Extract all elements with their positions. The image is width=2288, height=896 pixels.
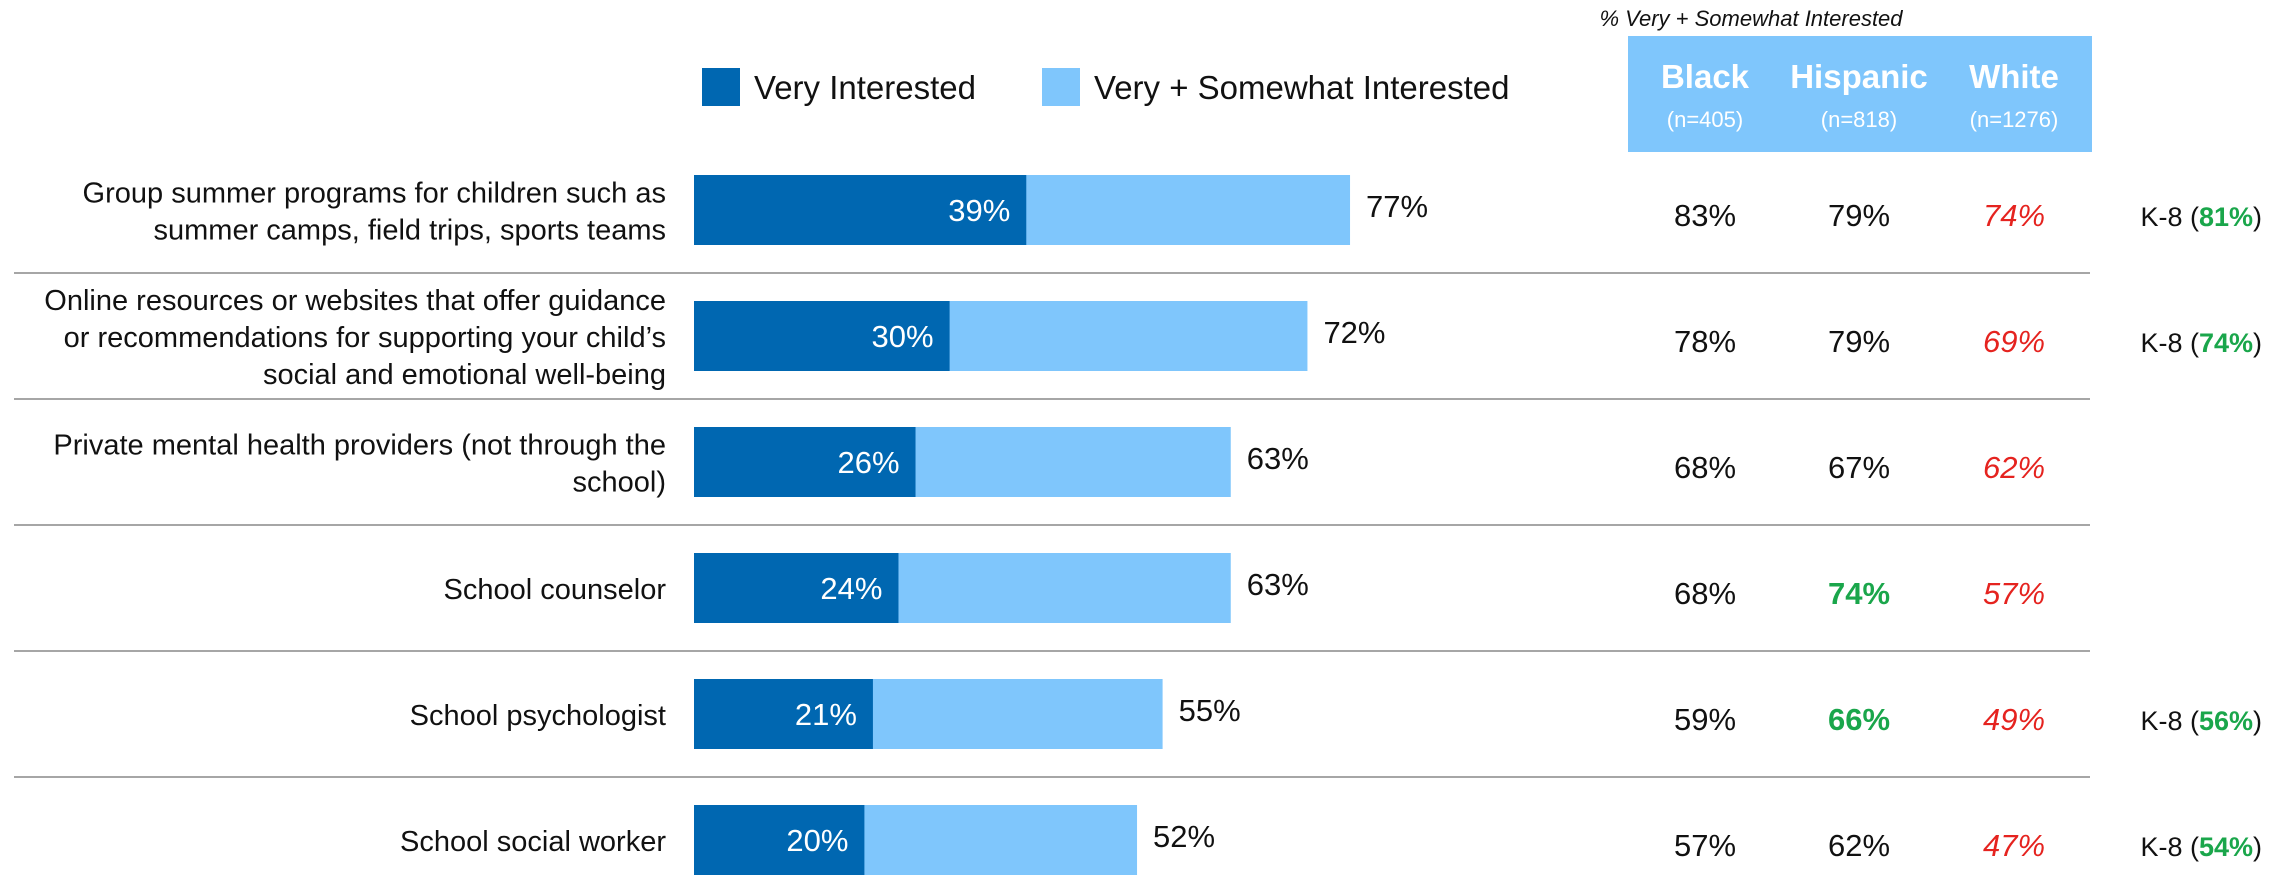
- header-hispanic-n: (n=818): [1821, 107, 1897, 132]
- bar-very-label: 20%: [786, 823, 848, 858]
- k8-prefix: K-8 (: [2140, 706, 2199, 736]
- table-cell-black: 78%: [1674, 324, 1736, 359]
- k8-value: 81%: [2199, 202, 2253, 232]
- legend-very-somewhat-swatch: [1042, 68, 1080, 106]
- bar-very-somewhat-label: 55%: [1179, 693, 1241, 728]
- legend-very-swatch: [702, 68, 740, 106]
- k8-suffix: ): [2253, 202, 2262, 232]
- legend-very-somewhat-label: Very + Somewhat Interested: [1094, 69, 1509, 106]
- bar-very: [694, 805, 865, 875]
- category-label: Online resources or websites that offer …: [44, 285, 666, 317]
- k8-prefix: K-8 (: [2140, 832, 2199, 862]
- table-cell-black: 68%: [1674, 450, 1736, 485]
- table-cell-hispanic: 67%: [1828, 450, 1890, 485]
- k8-suffix: ): [2253, 328, 2262, 358]
- bar-very: [694, 427, 916, 497]
- k8-prefix: K-8 (: [2140, 202, 2199, 232]
- bar-very: [694, 175, 1027, 245]
- bar-very: [694, 553, 899, 623]
- bar-very-somewhat-label: 72%: [1323, 315, 1385, 350]
- table-cell-white: 74%: [1983, 198, 2045, 233]
- category-label: School social worker: [400, 826, 666, 858]
- table-cell-hispanic: 74%: [1828, 576, 1890, 611]
- table-cell-hispanic: 62%: [1828, 828, 1890, 863]
- k8-note: K-8 (54%): [2140, 832, 2262, 862]
- k8-note: K-8 (74%): [2140, 328, 2262, 358]
- table-cell-hispanic: 79%: [1828, 324, 1890, 359]
- table-cell-black: 68%: [1674, 576, 1736, 611]
- k8-suffix: ): [2253, 832, 2262, 862]
- k8-suffix: ): [2253, 706, 2262, 736]
- bar-very-somewhat-label: 63%: [1247, 567, 1309, 602]
- table-cell-white: 57%: [1983, 576, 2045, 611]
- header-hispanic: Hispanic: [1790, 58, 1928, 95]
- table-cell-white: 47%: [1983, 828, 2045, 863]
- table-header-background: [1628, 36, 2092, 152]
- k8-value: 56%: [2199, 706, 2253, 736]
- bar-very-somewhat-label: 77%: [1366, 189, 1428, 224]
- header-black-n: (n=405): [1667, 107, 1743, 132]
- category-label: School counselor: [444, 574, 667, 606]
- category-label: summer camps, field trips, sports teams: [154, 215, 666, 247]
- table-cell-black: 83%: [1674, 198, 1736, 233]
- header-white: White: [1969, 58, 2059, 95]
- category-label: School psychologist: [410, 700, 666, 732]
- table-cell-black: 57%: [1674, 828, 1736, 863]
- k8-note: K-8 (81%): [2140, 202, 2262, 232]
- k8-value: 54%: [2199, 832, 2253, 862]
- bar-very-label: 30%: [872, 319, 934, 354]
- bar-very-label: 24%: [820, 571, 882, 606]
- header-white-n: (n=1276): [1970, 107, 2059, 132]
- bar-very-somewhat-label: 52%: [1153, 819, 1215, 854]
- bar-very-somewhat-label: 63%: [1247, 441, 1309, 476]
- k8-note: K-8 (56%): [2140, 706, 2262, 736]
- k8-prefix: K-8 (: [2140, 328, 2199, 358]
- legend-very-label: Very Interested: [754, 69, 976, 106]
- table-cell-white: 49%: [1983, 702, 2045, 737]
- category-label: social and emotional well-being: [263, 359, 666, 391]
- table-cell-hispanic: 79%: [1828, 198, 1890, 233]
- bar-very: [694, 301, 950, 371]
- k8-value: 74%: [2199, 328, 2253, 358]
- bar-very-label: 39%: [948, 193, 1010, 228]
- category-label: Group summer programs for children such …: [83, 178, 666, 210]
- category-label: school): [573, 467, 667, 499]
- table-cell-white: 69%: [1983, 324, 2045, 359]
- table-cell-hispanic: 66%: [1828, 702, 1890, 737]
- header-black: Black: [1661, 58, 1750, 95]
- bar-very-label: 21%: [795, 697, 857, 732]
- table-cell-black: 59%: [1674, 702, 1736, 737]
- bar-very: [694, 679, 873, 749]
- category-label: or recommendations for supporting your c…: [64, 322, 666, 354]
- bar-very-label: 26%: [837, 445, 899, 480]
- table-caption: % Very + Somewhat Interested: [1599, 6, 1903, 31]
- category-label: Private mental health providers (not thr…: [53, 430, 666, 462]
- table-cell-white: 62%: [1983, 450, 2045, 485]
